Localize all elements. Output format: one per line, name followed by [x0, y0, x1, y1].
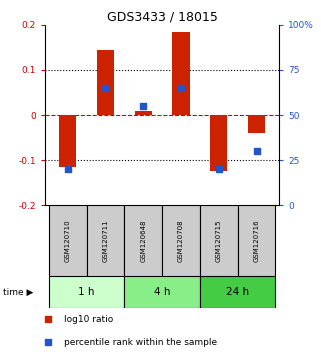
Bar	[210, 115, 227, 171]
Point	[178, 85, 184, 91]
Text: time ▶: time ▶	[3, 287, 34, 297]
Bar	[87, 205, 124, 276]
Point	[141, 103, 146, 109]
Point	[254, 148, 259, 154]
Bar	[97, 50, 114, 115]
Bar	[248, 115, 265, 133]
Bar	[238, 205, 275, 276]
Point	[46, 340, 51, 346]
Point	[103, 85, 108, 91]
Bar	[49, 276, 124, 308]
Bar	[162, 205, 200, 276]
Text: 1 h: 1 h	[78, 287, 95, 297]
Text: GSM120711: GSM120711	[102, 219, 108, 262]
Bar	[124, 276, 200, 308]
Text: 4 h: 4 h	[154, 287, 170, 297]
Bar	[200, 276, 275, 308]
Point	[65, 166, 70, 172]
Bar	[172, 32, 189, 115]
Text: 24 h: 24 h	[226, 287, 249, 297]
Text: GSM120708: GSM120708	[178, 219, 184, 262]
Point	[216, 166, 221, 172]
Title: GDS3433 / 18015: GDS3433 / 18015	[107, 11, 218, 24]
Bar	[135, 110, 152, 115]
Bar	[59, 115, 76, 167]
Bar	[124, 205, 162, 276]
Text: GSM120715: GSM120715	[216, 219, 222, 262]
Bar	[200, 205, 238, 276]
Text: percentile rank within the sample: percentile rank within the sample	[64, 338, 217, 347]
Text: GSM120716: GSM120716	[254, 219, 260, 262]
Bar	[49, 205, 87, 276]
Point	[46, 316, 51, 322]
Text: log10 ratio: log10 ratio	[64, 315, 113, 324]
Text: GSM120710: GSM120710	[65, 219, 71, 262]
Text: GSM120648: GSM120648	[140, 219, 146, 262]
